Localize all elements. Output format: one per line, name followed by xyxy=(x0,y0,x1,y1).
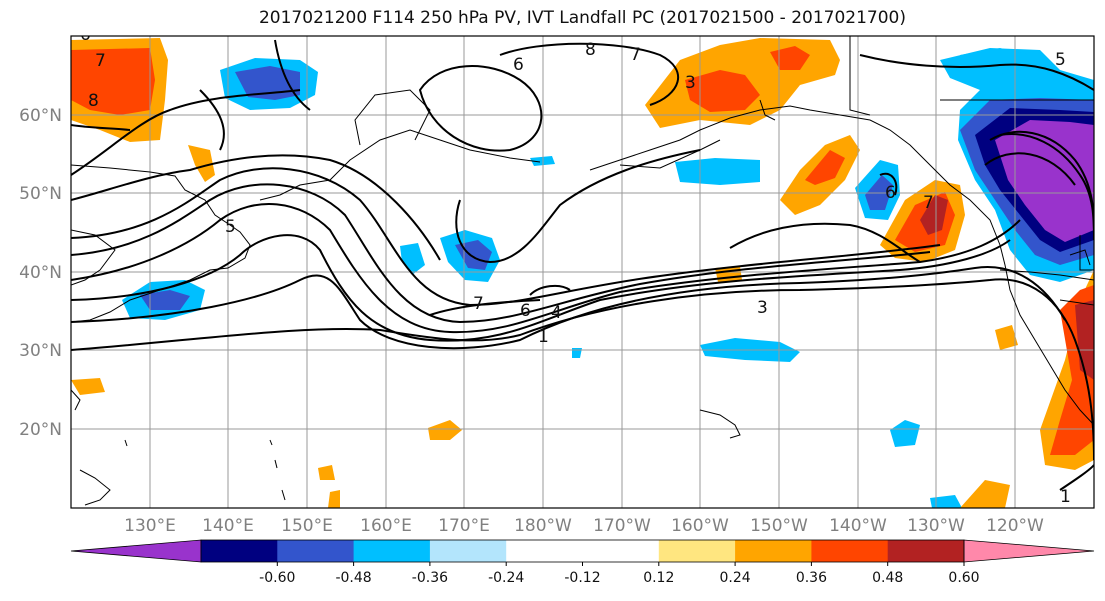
contour-label: 1 xyxy=(538,327,549,347)
lat-tick-label: 40°N xyxy=(19,263,62,283)
colorbar-extend-high xyxy=(963,539,1095,563)
contour-labels: 7 8 6 8 7 3 5 5 6 7 6 4 1 3 6 7 1 xyxy=(80,25,1071,507)
lat-tick-label: 60°N xyxy=(19,106,62,126)
contour-label: 7 xyxy=(95,51,106,71)
colorbar-tick-label: -0.36 xyxy=(412,570,448,586)
lon-tick-label: 160°W xyxy=(671,516,729,536)
colorbar-segment xyxy=(429,540,507,562)
contour-label: 6 xyxy=(80,25,91,45)
contour-label: 3 xyxy=(757,298,768,318)
contour-label: 8 xyxy=(88,91,99,111)
lon-tick-label: 170°E xyxy=(438,516,490,536)
coastlines xyxy=(71,36,1094,506)
colorbar-tick-label: 0.12 xyxy=(643,570,674,586)
lon-tick-label: 140°E xyxy=(202,516,254,536)
contour-label: 7 xyxy=(630,45,641,65)
colorbar-tick-label: 0.24 xyxy=(720,570,751,586)
lat-tick-label: 20°N xyxy=(19,420,62,440)
lon-tick-label: 160°E xyxy=(360,516,412,536)
contour-label: 7 xyxy=(923,193,934,213)
lon-tick-label: 180°W xyxy=(514,516,572,536)
contour-label: 6 xyxy=(885,183,896,203)
lon-tick-label: 120°W xyxy=(986,516,1044,536)
lon-tick-label: 150°W xyxy=(750,516,808,536)
lon-axis: 130°E 140°E 150°E 160°E 170°E 180°W 170°… xyxy=(124,516,1044,536)
colorbar-tick-label: 0.48 xyxy=(872,570,903,586)
lat-axis: 60°N 50°N 40°N 30°N 20°N xyxy=(19,106,62,440)
colorbar-segment xyxy=(887,540,965,562)
colorbar-segment xyxy=(506,540,583,562)
lon-tick-label: 140°W xyxy=(829,516,887,536)
lon-tick-label: 130°E xyxy=(124,516,176,536)
lat-tick-label: 30°N xyxy=(19,341,62,361)
map-title: 2017021200 F114 250 hPa PV, IVT Landfall… xyxy=(258,8,906,28)
contour-label: 8 xyxy=(585,40,596,60)
colorbar-tick-label: -0.12 xyxy=(564,570,600,586)
contour-label: 4 xyxy=(551,303,562,323)
contour-label: 3 xyxy=(685,73,696,93)
pv-contours xyxy=(71,39,1094,491)
colorbar-segment xyxy=(658,540,736,562)
contour-label: 1 xyxy=(1060,487,1071,507)
colorbar-segment xyxy=(735,540,812,562)
contour-label: 5 xyxy=(1055,50,1066,70)
colorbar-tick-label: 0.36 xyxy=(796,570,827,586)
colorbar: -0.60 -0.48 -0.36 -0.24 -0.12 0.12 0.24 0.36 0.4… xyxy=(70,539,1095,586)
contour-label: 5 xyxy=(225,217,236,237)
lon-tick-label: 130°W xyxy=(907,516,965,536)
lon-tick-label: 150°E xyxy=(281,516,333,536)
colorbar-segment xyxy=(582,540,660,562)
lon-tick-label: 170°W xyxy=(593,516,651,536)
colorbar-segment xyxy=(811,540,889,562)
colorbar-segment xyxy=(353,540,431,562)
colorbar-segment xyxy=(277,540,355,562)
colorbar-tick-label: -0.48 xyxy=(335,570,371,586)
contour-label: 6 xyxy=(513,55,524,75)
colorbar-tick-label: 0.60 xyxy=(948,570,979,586)
colorbar-extend-low xyxy=(70,539,202,563)
map-frame xyxy=(70,35,1095,509)
contour-label: 7 xyxy=(473,294,484,314)
graticule xyxy=(71,36,1094,508)
colorbar-tick-label: -0.24 xyxy=(488,570,524,586)
colorbar-tick-label: -0.60 xyxy=(259,570,295,586)
lat-tick-label: 50°N xyxy=(19,184,62,204)
contour-label: 6 xyxy=(520,301,531,321)
colorbar-segment xyxy=(201,540,278,562)
